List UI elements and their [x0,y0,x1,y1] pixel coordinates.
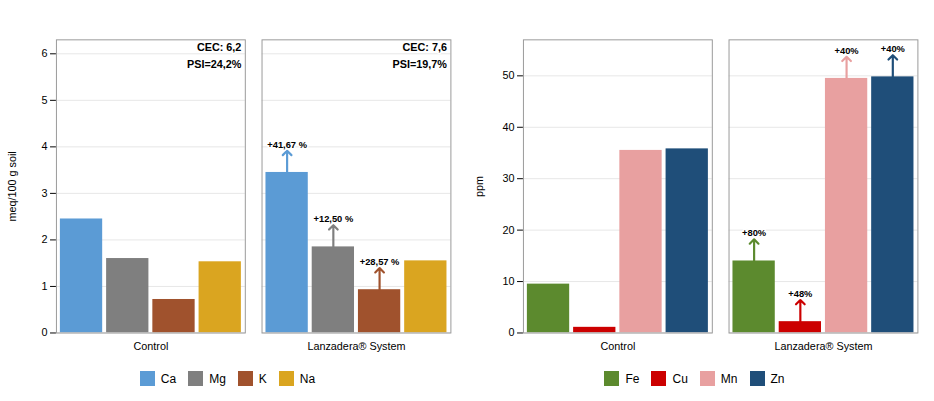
svg-text:CEC: 6,2: CEC: 6,2 [197,41,241,53]
svg-text:20: 20 [503,224,515,236]
svg-text:+41,67 %: +41,67 % [267,140,307,150]
html-text:Cu: Cu [672,371,688,386]
svg-text:Lanzadera® System: Lanzadera® System [774,340,872,352]
html-text:Ca: Ca [160,371,177,386]
svg-text:CEC: 7,6: CEC: 7,6 [402,41,446,53]
svg-text:30: 30 [503,172,515,184]
svg-text:5: 5 [42,94,48,106]
svg-text:+48%: +48% [788,289,813,299]
svg-text:4: 4 [42,140,48,152]
svg-text:meq/100 g soil: meq/100 g soil [6,151,18,221]
html-text:Mg: Mg [209,371,226,386]
svg-text:40: 40 [503,121,515,133]
svg-text:50: 50 [503,69,515,81]
html-text:Fe: Fe [625,371,640,386]
svg-text:2: 2 [42,233,48,245]
svg-text:Lanzadera® System: Lanzadera® System [307,340,405,352]
html-text:Mn: Mn [720,371,738,386]
svg-text:+28,57 %: +28,57 % [360,257,400,267]
svg-text:0: 0 [509,326,515,338]
html-text:K: K [258,371,267,386]
svg-text:+40%: +40% [881,44,906,54]
svg-text:1: 1 [42,280,48,292]
svg-text:PSI=24,2%: PSI=24,2% [187,58,242,70]
svg-text:+12,50 %: +12,50 % [314,214,354,224]
svg-text:3: 3 [42,187,48,199]
svg-text:PSI=19,7%: PSI=19,7% [393,58,448,70]
html-text:Zn: Zn [770,371,785,386]
svg-text:+40%: +40% [835,46,860,56]
svg-text:Control: Control [133,340,168,352]
svg-text:+80%: +80% [742,228,767,238]
svg-text:Control: Control [600,340,635,352]
svg-text:ppm: ppm [473,176,485,197]
svg-text:0: 0 [42,326,48,338]
html-text:Na: Na [299,371,316,386]
svg-text:6: 6 [42,47,48,59]
svg-text:10: 10 [503,275,515,287]
